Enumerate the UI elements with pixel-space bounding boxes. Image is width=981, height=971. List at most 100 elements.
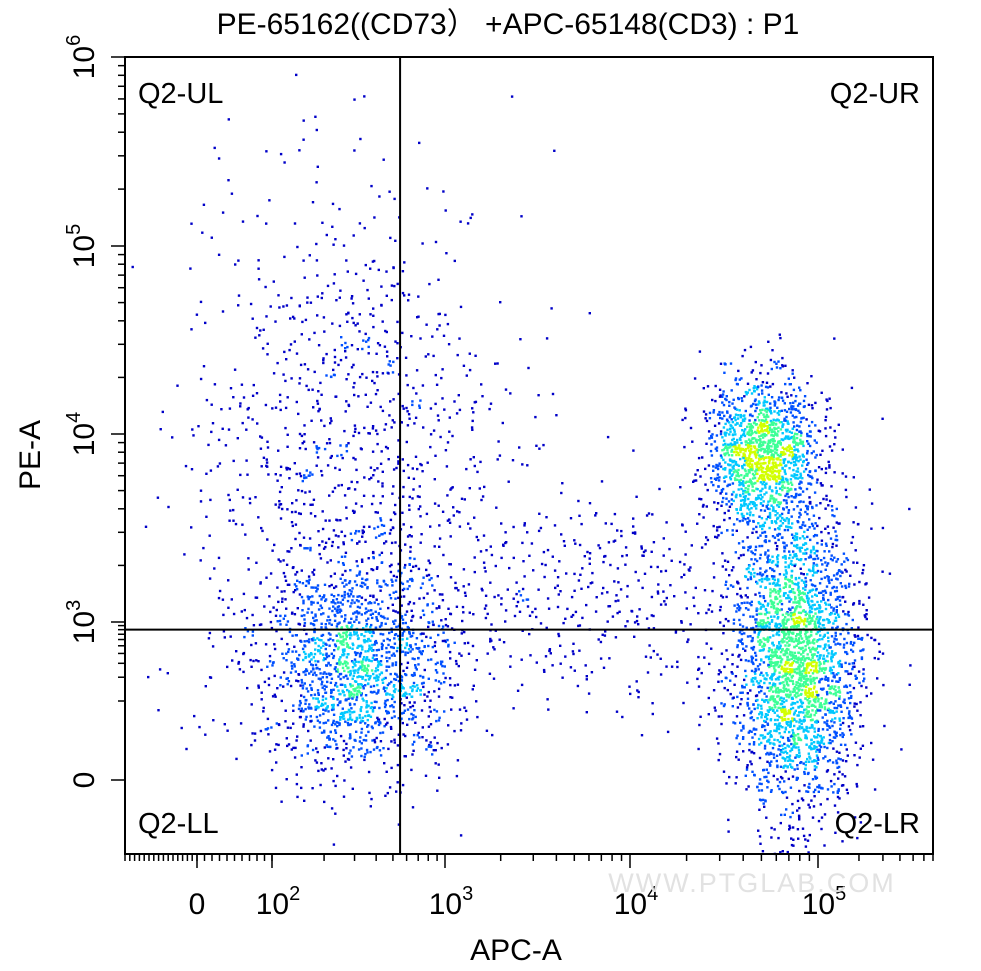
event-dot: [773, 528, 777, 531]
event-dot: [812, 562, 815, 565]
event-dot: [459, 305, 463, 309]
event-dot: [298, 653, 301, 657]
event-dot: [345, 313, 348, 316]
event-dot: [775, 452, 778, 455]
event-dot: [307, 575, 311, 578]
event-dot: [794, 563, 797, 566]
event-dot: [777, 419, 780, 422]
event-dot: [814, 612, 817, 615]
event-dot: [788, 756, 791, 759]
event-dot: [762, 413, 765, 416]
event-dot: [757, 385, 760, 388]
event-dot: [280, 590, 283, 593]
event-dot: [434, 679, 437, 682]
event-dot: [326, 745, 329, 748]
event-dot: [420, 632, 424, 635]
event-dot: [787, 519, 790, 523]
event-dot: [803, 617, 807, 621]
event-dot: [760, 434, 763, 437]
event-dot: [748, 748, 751, 752]
event-dot: [418, 404, 421, 407]
event-dot: [806, 452, 809, 455]
event-dot: [340, 640, 343, 643]
event-dot: [395, 466, 398, 470]
event-dot: [385, 651, 388, 654]
event-dot: [820, 467, 823, 471]
event-dot: [788, 467, 791, 470]
event-dot: [340, 453, 343, 457]
event-dot: [366, 638, 370, 641]
event-dot: [328, 585, 331, 588]
event-dot: [349, 593, 353, 596]
event-dot: [296, 795, 299, 799]
event-dot: [768, 511, 772, 515]
event-dot: [815, 647, 818, 650]
event-dot: [297, 673, 300, 676]
event-dot: [764, 551, 767, 554]
event-dot: [736, 706, 740, 709]
event-dot: [359, 653, 362, 656]
event-dot: [429, 636, 432, 639]
event-dot: [371, 710, 375, 713]
event-dot: [740, 632, 743, 636]
event-dot: [436, 328, 439, 331]
event-dot: [823, 660, 826, 664]
event-dot: [741, 466, 744, 470]
event-dot: [708, 417, 712, 420]
event-dot: [761, 531, 764, 534]
event-dot: [363, 426, 366, 430]
event-dot: [326, 736, 329, 739]
event-dot: [752, 482, 756, 485]
event-dot: [507, 480, 510, 483]
event-dot: [343, 534, 347, 538]
event-dot: [437, 624, 441, 628]
event-dot: [348, 691, 351, 694]
event-dot: [830, 449, 834, 452]
event-dot: [784, 693, 788, 696]
event-dot: [720, 531, 723, 535]
event-dot: [411, 648, 414, 651]
event-dot: [334, 812, 337, 815]
event-dot: [782, 681, 785, 684]
event-dot: [781, 399, 785, 402]
event-dot: [797, 814, 801, 817]
event-dot: [385, 294, 388, 297]
event-dot: [490, 623, 493, 626]
event-dot: [314, 515, 317, 518]
event-dot: [403, 587, 406, 591]
event-dot: [345, 635, 348, 638]
event-dot: [397, 634, 400, 638]
event-dot: [829, 779, 833, 783]
event-dot: [763, 747, 767, 750]
event-dot: [803, 708, 806, 711]
event-dot: [758, 424, 762, 427]
event-dot: [723, 452, 726, 455]
event-dot: [496, 362, 499, 365]
event-dot: [349, 605, 352, 608]
event-dot: [418, 495, 421, 499]
event-dot: [704, 483, 707, 486]
event-dot: [318, 649, 321, 652]
event-dot: [301, 687, 305, 690]
event-dot: [342, 676, 345, 679]
event-dot: [290, 296, 293, 300]
event-dot: [798, 386, 801, 389]
event-dot: [795, 583, 798, 586]
event-dot: [324, 623, 327, 626]
event-dot: [746, 504, 749, 507]
event-dot: [780, 690, 784, 693]
event-dot: [789, 436, 793, 440]
event-dot: [428, 282, 431, 286]
event-dot: [379, 607, 382, 610]
event-dot: [311, 388, 314, 391]
event-dot: [305, 579, 308, 583]
event-dot: [318, 552, 321, 556]
event-dot: [719, 430, 723, 433]
event-dot: [334, 684, 337, 687]
event-dot: [360, 706, 363, 709]
event-dot: [724, 461, 727, 464]
event-dot: [434, 762, 437, 765]
event-dot: [402, 711, 405, 714]
event-dot: [794, 408, 798, 412]
event-dot: [860, 684, 863, 688]
